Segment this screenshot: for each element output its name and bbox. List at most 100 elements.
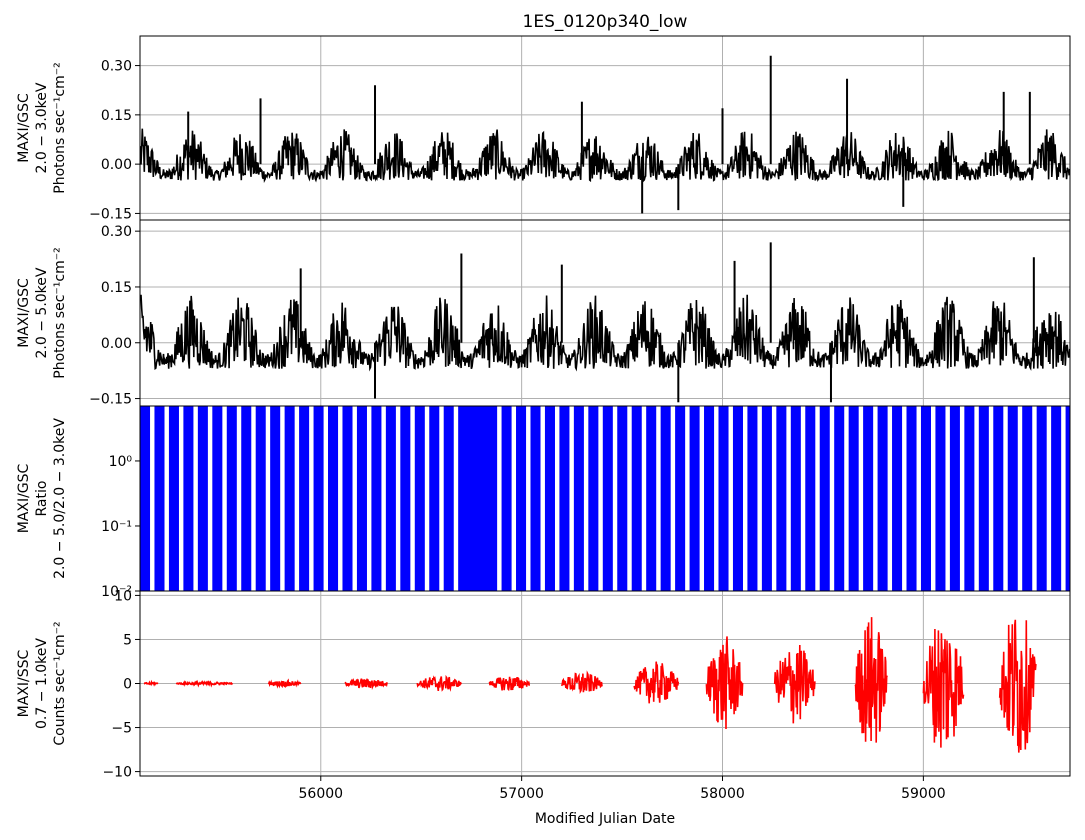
y-axis-label: Photons sec⁻¹cm⁻² xyxy=(52,62,68,194)
ratio-gap xyxy=(685,406,690,591)
series-segment xyxy=(267,678,302,689)
ratio-gap xyxy=(280,406,285,591)
y-tick-label: 10 xyxy=(114,588,132,604)
y-tick-label: −0.15 xyxy=(89,206,132,222)
series-segment xyxy=(998,619,1037,753)
ratio-gap xyxy=(395,406,401,591)
series-segment xyxy=(175,679,234,688)
ratio-gap xyxy=(511,406,517,591)
y-tick-label: 0.15 xyxy=(101,108,132,124)
ratio-gap xyxy=(916,406,921,591)
x-tick-label: 59000 xyxy=(901,786,946,802)
y-tick: 10 xyxy=(114,588,140,604)
y-tick: 5 xyxy=(123,632,140,648)
ratio-gap xyxy=(627,406,632,591)
ratio-gap xyxy=(1046,406,1052,591)
chart-title: 1ES_0120p340_low xyxy=(523,12,688,32)
ratio-gap xyxy=(178,406,184,591)
series-group xyxy=(143,617,1037,753)
y-tick-label: 0.30 xyxy=(101,224,132,240)
ratio-gap xyxy=(294,406,300,591)
series-segment xyxy=(922,628,965,748)
series-group xyxy=(140,242,1070,403)
y-axis-label: Ratio xyxy=(34,481,50,517)
y-tick: 10⁻¹ xyxy=(101,519,140,535)
ratio-gap xyxy=(352,406,357,591)
series-line xyxy=(140,128,1070,183)
ratio-gap xyxy=(612,406,618,591)
y-tick-label: −0.15 xyxy=(89,392,132,408)
series-segment xyxy=(143,679,159,687)
y-tick-label: 10⁻¹ xyxy=(101,519,132,535)
ratio-gap xyxy=(945,406,950,591)
ratio-gap xyxy=(931,406,936,591)
ratio-gap xyxy=(670,406,676,591)
ratio-gap xyxy=(800,406,806,591)
ratio-gap xyxy=(526,406,531,591)
ratio-gap xyxy=(583,406,589,591)
ratio-gap xyxy=(714,406,719,591)
ratio-gap xyxy=(656,406,661,591)
x-tick-label: 58000 xyxy=(700,786,745,802)
y-tick-label: 0.00 xyxy=(101,157,132,173)
series-segment xyxy=(633,661,680,704)
y-tick: 0 xyxy=(123,677,140,693)
x-tick: 57000 xyxy=(499,776,544,802)
ratio-gap xyxy=(366,406,372,591)
series-segment xyxy=(705,636,744,730)
ratio-gap xyxy=(858,406,864,591)
y-tick-label: 0.30 xyxy=(101,59,132,75)
ratio-gap xyxy=(1032,406,1037,591)
ratio-fill xyxy=(140,406,1070,591)
series-segment xyxy=(416,674,463,692)
y-axis-label: 2.0 − 5.0keV xyxy=(34,267,50,358)
series-line xyxy=(140,294,1070,372)
y-tick: 0.30 xyxy=(101,224,140,240)
ratio-gap xyxy=(309,406,314,591)
ratio-gap xyxy=(786,406,791,591)
ratio-gap xyxy=(569,406,574,591)
ratio-gap xyxy=(728,406,733,591)
panel-ssc: −10 −5 0 5 10 MAXI/SSC 0.7 − 1.0keV Counts sec⁻… xyxy=(16,588,1071,781)
y-tick: 0.00 xyxy=(101,157,140,173)
ratio-gap xyxy=(887,406,893,591)
x-tick-label: 57000 xyxy=(499,786,544,802)
ratio-gap xyxy=(236,406,242,591)
ratio-gap xyxy=(323,406,329,591)
y-tick: −10 xyxy=(102,765,140,781)
ratio-gap xyxy=(641,406,647,591)
y-tick-label: −5 xyxy=(111,721,132,737)
series-segment xyxy=(344,678,388,691)
y-tick-label: 0 xyxy=(123,677,132,693)
y-axis-label: MAXI/SSC xyxy=(16,649,32,717)
x-tick: 59000 xyxy=(901,776,946,802)
ratio-gap xyxy=(974,406,979,591)
y-tick: −0.15 xyxy=(89,206,140,222)
y-tick: 10⁻² xyxy=(101,584,140,600)
panel-gsc-2-3: −0.15 0.00 0.15 0.30 MAXI/GSC 2.0 − 3.0keV Pho… xyxy=(16,35,1071,222)
y-axis-label: MAXI/GSC xyxy=(16,93,32,163)
y-axis-label: MAXI/GSC xyxy=(16,278,32,348)
y-tick: 10⁰ xyxy=(109,454,140,470)
panel-frame xyxy=(139,35,1071,221)
ratio-gap xyxy=(207,406,213,591)
x-tick: 58000 xyxy=(700,776,745,802)
series-segment xyxy=(773,644,816,724)
ratio-gap xyxy=(164,406,169,591)
y-axis-label: Photons sec⁻¹cm⁻² xyxy=(52,247,68,379)
ratio-gap xyxy=(902,406,907,591)
ratio-gap xyxy=(410,406,415,591)
x-axis: 56000 57000 58000 59000 xyxy=(299,776,946,802)
ratio-gap xyxy=(150,406,155,591)
ratio-gap xyxy=(222,406,227,591)
y-axis-label: 0.7 − 1.0keV xyxy=(34,638,50,729)
ratio-gap xyxy=(554,406,560,591)
ratio-gap xyxy=(1061,406,1066,591)
ratio-gap xyxy=(497,406,502,591)
x-tick: 56000 xyxy=(299,776,343,802)
y-tick: 0.00 xyxy=(101,336,140,352)
ratio-gap xyxy=(959,406,965,591)
series-group xyxy=(140,406,1070,591)
series-group xyxy=(140,55,1070,214)
